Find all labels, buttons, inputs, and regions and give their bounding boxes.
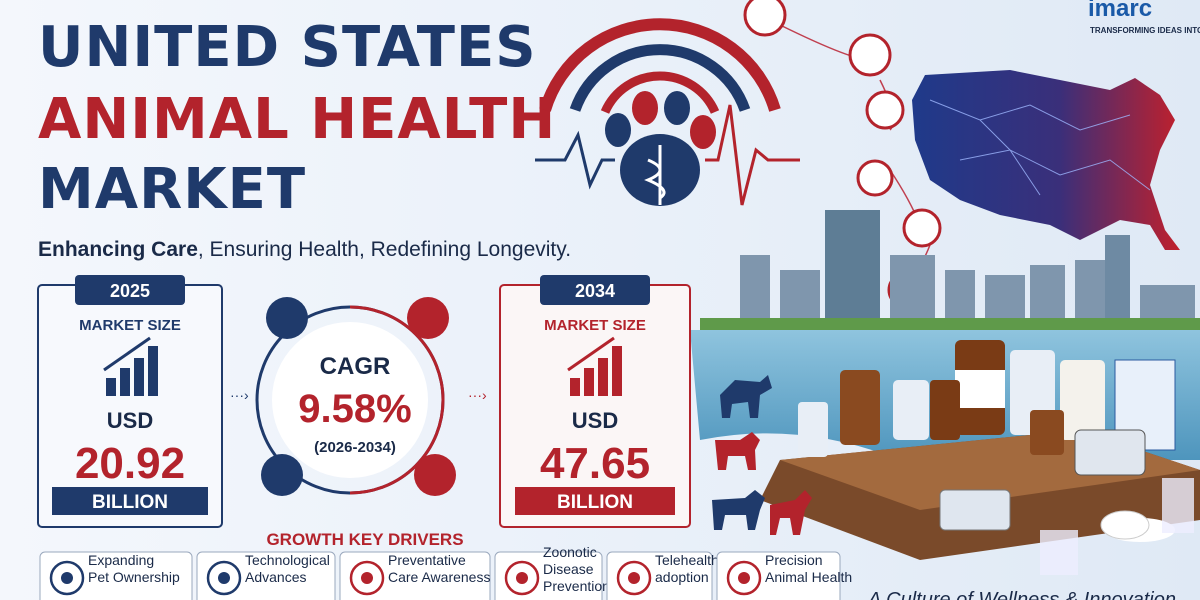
driver-label: adoption — [655, 569, 709, 585]
arrow: ···› — [230, 387, 249, 403]
map-network — [929, 99, 1151, 196]
driver-label: Advances — [245, 569, 306, 585]
cagr-icons — [261, 297, 456, 496]
cagr-disc — [272, 322, 428, 478]
growth-icon — [567, 336, 622, 396]
growth-icon — [103, 336, 158, 396]
cagr-ring-red — [349, 305, 445, 495]
driver-label: Disease — [543, 561, 594, 577]
trees — [700, 318, 1200, 330]
unit-banner — [515, 487, 675, 515]
logo-tagline: TRANSFORMING IDEAS INTO IMPACT — [1090, 26, 1200, 35]
network-icons — [743, 0, 942, 309]
unit-banner — [52, 487, 208, 515]
year-tab — [540, 275, 650, 305]
driver-icon-dot — [628, 572, 640, 584]
end-unit: BILLION — [557, 492, 633, 513]
start-label: MARKET SIZE — [79, 317, 181, 334]
cagr-label: CAGR — [320, 353, 391, 380]
end-year: 2034 — [575, 281, 615, 301]
end-label: MARKET SIZE — [544, 317, 646, 334]
driver-label: Care Awareness — [388, 569, 490, 585]
cagr-value: 9.58% — [298, 387, 411, 431]
tagline: A Culture of Wellness & Innovation — [867, 589, 1176, 600]
skyline — [740, 210, 1195, 325]
driver-label: Preventative — [388, 552, 466, 568]
start-value: 20.92 — [75, 439, 185, 488]
driver-icon-dot — [61, 572, 73, 584]
subtitle-rest: , Ensuring Health, Redefining Longevity. — [198, 238, 571, 261]
arrow: ···› — [468, 387, 487, 403]
driver-icon-dot — [738, 572, 750, 584]
subtitle: Enhancing Care, Ensuring Health, Redefin… — [38, 238, 571, 261]
driver-label: Telehealth — [655, 552, 719, 568]
driver-icon-dot — [218, 572, 230, 584]
driver-label: Technological — [245, 552, 330, 568]
driver-label: Animal Health — [765, 569, 852, 585]
start-year: 2025 — [110, 281, 150, 301]
start-currency: USD — [107, 408, 153, 433]
end-currency: USD — [572, 408, 618, 433]
driver-label: Expanding — [88, 552, 154, 568]
animal-icons — [712, 375, 812, 535]
logo-name: imarc — [1088, 0, 1152, 22]
driver-label: Pet Ownership — [88, 569, 180, 585]
title-line: MARKET — [38, 157, 306, 222]
title-line: UNITED STATES — [38, 15, 537, 80]
product-display — [760, 340, 1200, 575]
drivers-title: GROWTH KEY DRIVERS — [266, 530, 463, 549]
title-line: ANIMAL HEALTH — [38, 87, 556, 152]
subtitle-bold: Enhancing Care — [38, 238, 198, 261]
driver-icon-dot — [361, 572, 373, 584]
driver-label: Precision — [765, 552, 823, 568]
driver-icon-dot — [516, 572, 528, 584]
us-map — [912, 70, 1180, 250]
driver-label: Zoonotic — [543, 544, 597, 560]
end-value: 47.65 — [540, 439, 650, 488]
start-unit: BILLION — [92, 492, 168, 513]
driver-label: Prevention — [543, 578, 610, 594]
year-tab — [75, 275, 185, 305]
paw-emblem — [535, 18, 800, 206]
cagr-period: (2026-2034) — [314, 439, 396, 456]
